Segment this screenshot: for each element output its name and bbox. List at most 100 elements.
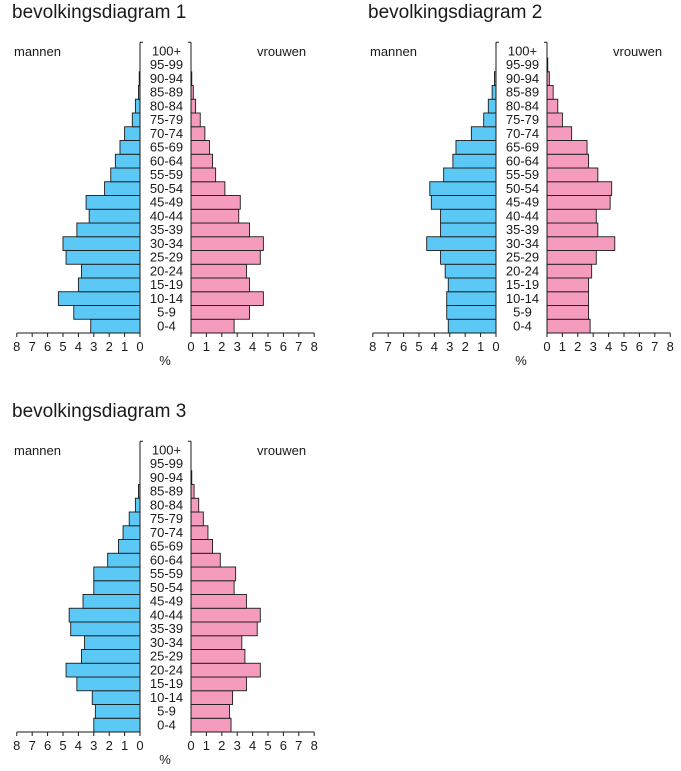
bar-mannen-75-79 xyxy=(483,112,497,128)
bar-mannen-60-64 xyxy=(114,153,141,169)
bar-mannen-15-19 xyxy=(77,277,141,293)
tick-label-mannen-2: 2 xyxy=(106,738,113,753)
tick-label-vrouwen-3: 3 xyxy=(590,339,597,354)
age-label-10-14: 10-14 xyxy=(150,291,183,306)
bar-mannen-5-9 xyxy=(73,305,141,320)
left-label-mannen: mannen xyxy=(14,443,61,458)
bar-mannen-5-9 xyxy=(446,305,497,320)
pyramid-svg: 0-45-910-1415-1920-2425-2930-3435-3940-4… xyxy=(369,41,674,368)
bar-mannen-5-9 xyxy=(94,704,141,719)
unit-label: % xyxy=(515,353,527,368)
tick-label-vrouwen-3: 3 xyxy=(234,339,241,354)
bar-mannen-30-34 xyxy=(426,236,497,251)
tick-label-mannen-3: 3 xyxy=(90,738,97,753)
population-pyramid-3: bevolkingsdiagram 3 mannen vrouwen 0-4 5-… xyxy=(12,401,332,771)
tick-label-mannen-3: 3 xyxy=(446,339,453,354)
tick-label-mannen-6: 6 xyxy=(44,339,51,354)
bar-vrouwen-30-34 xyxy=(546,236,616,251)
tick-label-vrouwen-0: 0 xyxy=(543,339,550,354)
bar-mannen-15-19 xyxy=(447,277,497,293)
age-label-85-89: 85-89 xyxy=(150,85,183,100)
age-label-50-54: 50-54 xyxy=(150,181,183,196)
tick-label-vrouwen-6: 6 xyxy=(636,339,643,354)
bar-vrouwen-50-54 xyxy=(190,580,235,595)
bar-vrouwen-80-84 xyxy=(190,98,197,114)
tick-label-vrouwen-7: 7 xyxy=(295,738,302,753)
age-label-30-34: 30-34 xyxy=(150,635,183,650)
right-label-vrouwen: vrouwen xyxy=(257,443,307,458)
bar-vrouwen-70-74 xyxy=(546,126,573,141)
bar-mannen-25-29 xyxy=(65,250,141,265)
age-label-90-94: 90-94 xyxy=(150,71,183,86)
age-label-50-54: 50-54 xyxy=(150,580,183,595)
bar-mannen-50-54 xyxy=(429,181,497,196)
tick-label-vrouwen-8: 8 xyxy=(667,339,674,354)
bar-vrouwen-30-34 xyxy=(190,635,243,650)
age-label-55-59: 55-59 xyxy=(150,566,183,581)
tick-label-mannen-5: 5 xyxy=(415,339,422,354)
left-label-mannen: mannen xyxy=(370,44,417,59)
bar-mannen-80-84 xyxy=(134,497,141,513)
bar-mannen-50-54 xyxy=(104,181,141,196)
age-label-45-49: 45-49 xyxy=(506,195,539,210)
age-label-40-44: 40-44 xyxy=(150,208,183,223)
age-label-25-29: 25-29 xyxy=(506,250,539,265)
age-label-35-39: 35-39 xyxy=(150,222,183,237)
tick-label-mannen-8: 8 xyxy=(369,339,376,354)
age-label-30-34: 30-34 xyxy=(150,236,183,251)
bar-vrouwen-40-44 xyxy=(546,208,597,224)
tick-label-vrouwen-6: 6 xyxy=(280,339,287,354)
age-label-20-24: 20-24 xyxy=(506,263,539,278)
bar-vrouwen-15-19 xyxy=(546,277,590,293)
bar-vrouwen-40-44 xyxy=(190,208,240,224)
age-label-70-74: 70-74 xyxy=(150,525,183,540)
tick-label-vrouwen-1: 1 xyxy=(559,339,566,354)
tick-label-mannen-8: 8 xyxy=(13,339,20,354)
age-label-80-84: 80-84 xyxy=(150,98,183,113)
bar-mannen-35-39 xyxy=(70,621,141,637)
age-label-25-29: 25-29 xyxy=(150,649,183,664)
age-label-95-99: 95-99 xyxy=(150,456,183,471)
bar-mannen-30-34 xyxy=(62,236,141,251)
age-label-85-89: 85-89 xyxy=(150,484,183,499)
age-label-95-99: 95-99 xyxy=(150,57,183,72)
tick-label-vrouwen-8: 8 xyxy=(311,339,318,354)
age-label-70-74: 70-74 xyxy=(506,126,539,141)
bar-mannen-75-79 xyxy=(131,112,141,128)
bar-vrouwen-5-9 xyxy=(546,305,590,320)
tick-label-mannen-4: 4 xyxy=(431,339,438,354)
bar-vrouwen-10-14 xyxy=(190,690,234,705)
tick-label-mannen-0: 0 xyxy=(136,738,143,753)
chart-title: bevolkingsdiagram 2 xyxy=(368,2,543,23)
bar-vrouwen-55-59 xyxy=(546,167,599,183)
bar-vrouwen-45-49 xyxy=(190,594,247,609)
bar-mannen-10-14 xyxy=(446,291,497,306)
bar-mannen-20-24 xyxy=(444,263,497,279)
bar-vrouwen-15-19 xyxy=(190,676,247,692)
bar-vrouwen-60-64 xyxy=(190,153,214,169)
bar-mannen-65-69 xyxy=(119,140,141,155)
tick-label-vrouwen-1: 1 xyxy=(203,738,210,753)
bar-mannen-80-84 xyxy=(487,98,497,114)
tick-label-mannen-4: 4 xyxy=(75,339,82,354)
tick-label-vrouwen-7: 7 xyxy=(295,339,302,354)
age-label-30-34: 30-34 xyxy=(506,236,539,251)
bar-vrouwen-80-84 xyxy=(546,98,559,114)
tick-label-vrouwen-5: 5 xyxy=(264,738,271,753)
bar-mannen-10-14 xyxy=(91,690,141,705)
age-label-95-99: 95-99 xyxy=(506,57,539,72)
tick-label-mannen-8: 8 xyxy=(13,738,20,753)
chart-title: bevolkingsdiagram 3 xyxy=(12,401,187,422)
age-label-5-9: 5-9 xyxy=(513,305,532,320)
bar-mannen-60-64 xyxy=(452,153,497,169)
bar-vrouwen-25-29 xyxy=(190,250,261,265)
bar-vrouwen-30-34 xyxy=(190,236,264,251)
age-label-80-84: 80-84 xyxy=(506,98,539,113)
age-label-0-4: 0-4 xyxy=(157,717,176,732)
bar-vrouwen-35-39 xyxy=(190,222,250,238)
bar-mannen-0-4 xyxy=(447,318,497,334)
tick-label-vrouwen-1: 1 xyxy=(203,339,210,354)
bar-mannen-60-64 xyxy=(107,552,141,568)
age-label-80-84: 80-84 xyxy=(150,497,183,512)
bar-mannen-55-59 xyxy=(443,167,497,183)
